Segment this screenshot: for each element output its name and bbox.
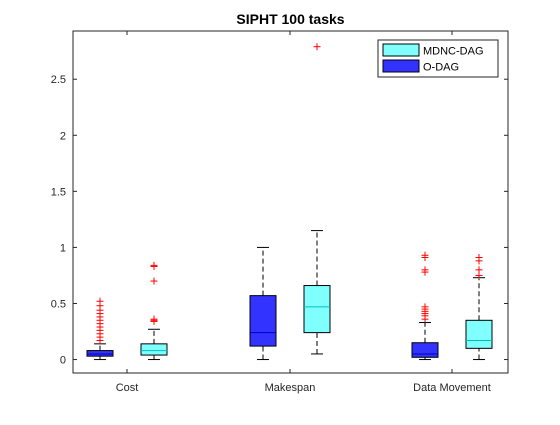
outlier-marker (475, 266, 483, 274)
outlier-marker (150, 315, 158, 323)
box-iqr (249, 295, 277, 347)
x-tick-label-makespan: Makespan (265, 382, 316, 394)
axis-ticks-layer: 0 0.5 1 1.5 2 2.5 Cost Makespan Data Movement (51, 31, 508, 394)
outlier-marker (421, 303, 429, 311)
box-iqr (303, 285, 331, 334)
box-mdnc-dag-makespan (303, 43, 331, 355)
boxes-layer (86, 43, 493, 361)
legend-swatch-mdnc-dag (382, 43, 420, 57)
legend-swatch-o-dag (382, 59, 420, 73)
box-mdnc-dag-data-movement (465, 254, 493, 361)
box-iqr (411, 342, 439, 358)
box-iqr (86, 350, 114, 357)
y-tick-label: 1 (60, 242, 66, 254)
box-iqr (465, 319, 493, 349)
y-tick-label: 0.5 (51, 298, 66, 310)
y-tick-label: 0 (60, 355, 66, 367)
box-iqr (140, 343, 168, 356)
y-tick-label: 2.5 (51, 74, 66, 86)
x-tick-label-cost: Cost (116, 382, 139, 394)
outlier-marker (475, 254, 483, 262)
outlier-marker (96, 297, 104, 305)
outlier-marker (421, 251, 429, 259)
legend: MDNC-DAG O-DAG (377, 39, 499, 78)
x-tick-label-data-movement: Data Movement (413, 382, 491, 394)
outlier-marker (313, 43, 321, 51)
plot-area-background (73, 31, 508, 373)
box-mdnc-dag-cost (140, 261, 168, 361)
box-o-dag-cost (86, 297, 114, 361)
outlier-marker (150, 277, 158, 285)
outlier-marker (150, 261, 158, 269)
chart-title: SIPHT 100 tasks (236, 11, 344, 27)
box-o-dag-makespan (249, 246, 277, 361)
y-tick-label: 1.5 (51, 186, 66, 198)
legend-label-mdnc-dag: MDNC-DAG (423, 46, 484, 58)
outlier-marker (421, 266, 429, 274)
y-tick-label: 2 (60, 130, 66, 142)
box-o-dag-data-movement (411, 251, 439, 361)
legend-label-o-dag: O-DAG (423, 62, 459, 74)
